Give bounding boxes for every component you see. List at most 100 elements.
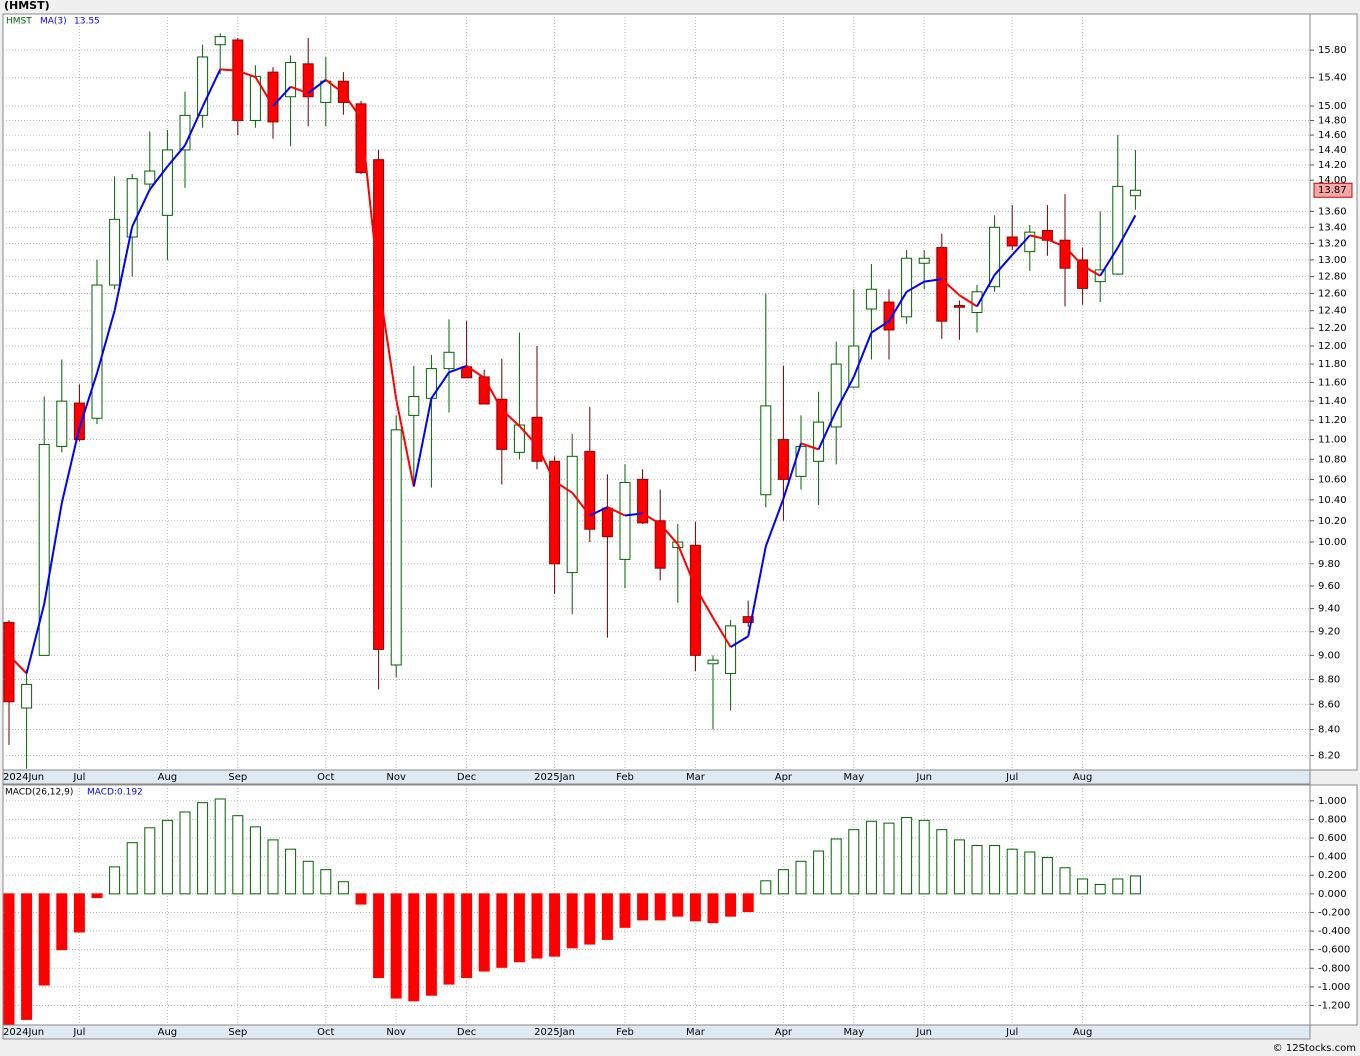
y-tick-label: 14.60 xyxy=(1318,130,1347,141)
macd-bar xyxy=(21,893,33,1020)
x-tick-label: Jul xyxy=(72,772,85,783)
macd-bar xyxy=(249,826,261,895)
candle-body xyxy=(91,284,103,419)
macd-bar xyxy=(1094,884,1106,895)
ma-segment xyxy=(800,442,819,451)
macd-bar xyxy=(144,827,156,895)
macd-bar xyxy=(232,815,244,895)
ma-segment xyxy=(307,79,327,94)
ma-segment xyxy=(25,603,46,674)
x-tick-label: May xyxy=(843,1027,864,1038)
x-tick-label: Jun xyxy=(915,772,932,783)
candle-body xyxy=(1112,185,1124,275)
ma-segment xyxy=(166,144,186,168)
ma-segment xyxy=(712,617,732,648)
macd-bar xyxy=(953,839,965,895)
ma-segment xyxy=(782,443,802,500)
candle-body xyxy=(795,445,807,477)
ma-segment xyxy=(237,69,256,78)
ma-segment xyxy=(676,543,697,588)
candle-body xyxy=(883,301,895,331)
macd-bar xyxy=(109,866,121,895)
ma-segment xyxy=(412,398,433,487)
y-tick-label: 15.00 xyxy=(1318,101,1347,112)
macd-bar xyxy=(3,893,15,1025)
ma-segment xyxy=(290,85,309,95)
macd-bar xyxy=(1041,857,1053,895)
macd-bar xyxy=(461,893,473,979)
x-tick-label: Nov xyxy=(386,1027,406,1038)
macd-bar xyxy=(901,817,913,895)
candle-body xyxy=(478,376,490,405)
candle-body xyxy=(918,257,930,264)
candle-body xyxy=(337,80,349,103)
macd-bar xyxy=(513,893,525,963)
candle-body xyxy=(144,170,156,185)
x-tick-label: Nov xyxy=(386,772,406,783)
price-panel xyxy=(2,13,1311,771)
macd-bar xyxy=(865,820,877,895)
y-tick-label: 13.60 xyxy=(1318,206,1347,217)
macd-bar xyxy=(267,839,279,895)
candle-body xyxy=(197,56,209,116)
ma-segment xyxy=(272,86,292,107)
ma-segment xyxy=(377,282,398,400)
candle-body xyxy=(830,363,842,428)
y-tick-label: -0.400 xyxy=(1318,926,1350,937)
ma-segment xyxy=(325,79,345,94)
ma-segment xyxy=(360,118,380,283)
candle-body xyxy=(1024,231,1036,253)
y-tick-label: 9.40 xyxy=(1318,604,1340,615)
ma-segment xyxy=(131,189,151,227)
macd-bar xyxy=(390,893,402,999)
candle-body xyxy=(232,39,244,121)
macd-axis xyxy=(1309,784,1358,1026)
ma-segment xyxy=(1047,238,1066,248)
candle-body xyxy=(3,621,15,703)
x-tick-label: Sep xyxy=(228,772,247,783)
candle-body xyxy=(953,305,965,308)
y-tick-label: 0.200 xyxy=(1318,870,1347,881)
ma-segment xyxy=(254,76,274,107)
macd-bar xyxy=(302,860,314,895)
y-tick-label: 13.20 xyxy=(1318,238,1347,249)
y-tick-label: 12.80 xyxy=(1318,272,1347,283)
macd-bar xyxy=(373,893,385,979)
chart-title: (HMST) xyxy=(4,0,50,12)
macd-bar xyxy=(496,893,508,968)
y-tick-label: 0.400 xyxy=(1318,852,1347,863)
macd-bar xyxy=(73,893,85,933)
ma-segment xyxy=(483,377,503,411)
ma-segment xyxy=(1011,234,1031,256)
x-tick-label: 2024Jun xyxy=(3,1027,44,1038)
ma-segment xyxy=(730,635,749,648)
ma-segment xyxy=(536,445,556,482)
price-axis xyxy=(1309,13,1358,771)
ma-segment xyxy=(606,506,626,517)
candle-body xyxy=(707,659,719,665)
macd-bar xyxy=(830,838,842,895)
legend-ma: MA(3) xyxy=(40,17,67,27)
macd-bar xyxy=(1006,848,1018,895)
macd-bar xyxy=(760,880,772,895)
y-tick-label: 9.80 xyxy=(1318,559,1340,570)
y-tick-label: 8.40 xyxy=(1318,725,1340,736)
y-tick-label: 13.40 xyxy=(1318,222,1347,233)
candle-body xyxy=(355,103,367,174)
x-tick-label: 2025Jan xyxy=(534,1027,575,1038)
candle-body xyxy=(549,460,561,565)
x-tick-label: Mar xyxy=(686,772,706,783)
candle-body xyxy=(302,63,314,98)
ma-segment xyxy=(870,320,890,334)
ma-segment xyxy=(1082,264,1101,277)
last-price-box xyxy=(1313,182,1353,198)
candle-body xyxy=(689,544,701,656)
candle-body xyxy=(496,398,508,450)
candle-body xyxy=(1006,236,1018,247)
y-tick-label: 9.20 xyxy=(1318,627,1340,638)
y-tick-label: 10.40 xyxy=(1318,495,1347,506)
ma-segment xyxy=(518,425,538,447)
y-tick-label: 12.00 xyxy=(1318,341,1347,352)
candle-body xyxy=(73,402,85,441)
x-tick-label: Jul xyxy=(72,1027,85,1038)
